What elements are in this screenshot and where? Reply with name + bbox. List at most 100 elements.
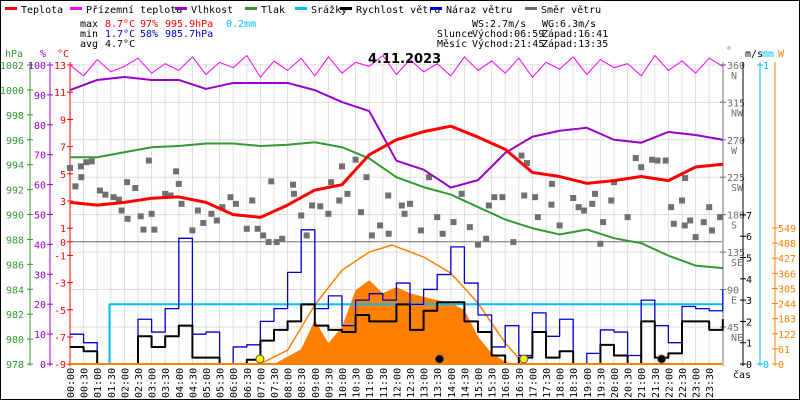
direction-tick-label: 315: [727, 98, 745, 109]
temperature-tick-label: -1: [54, 251, 66, 262]
x-tick-label: 01:30: [107, 368, 118, 398]
direction-compass-label: N: [731, 71, 737, 82]
solar-tick-label: 427: [778, 254, 796, 265]
sunset-time: Západ:16:41: [542, 28, 608, 40]
sunrise-time: Východ:06:59: [472, 28, 544, 40]
wind-direction-point: [352, 156, 359, 163]
wind-direction-point: [458, 190, 465, 197]
series-line-6: [70, 229, 724, 365]
x-tick-label: 03:00: [148, 368, 159, 398]
x-tick-label: 13:00: [420, 368, 431, 398]
wind-direction-point: [124, 179, 131, 186]
wind-direction-point: [151, 226, 158, 233]
moonrise-time: Východ:21:45: [472, 38, 544, 50]
wind-direction-point: [611, 179, 617, 186]
direction-tick-label: 360: [727, 61, 745, 72]
wind-direction-point: [483, 235, 490, 242]
wind-direction-point: [521, 192, 528, 199]
direction-tick-label: 270: [727, 136, 745, 147]
series-line-0: [69, 124, 723, 219]
x-tick-label: 13:30: [433, 368, 444, 398]
sun-label: Slunce: [437, 29, 473, 40]
x-tick-label: 07:30: [270, 368, 281, 398]
x-tick-label: 05:30: [216, 368, 227, 398]
wind-direction-point: [385, 230, 392, 237]
legend-swatch-6: [430, 7, 442, 10]
wind-direction-point: [260, 232, 267, 239]
x-tick-label: 16:00: [501, 368, 512, 398]
x-tick-label: 22:30: [678, 368, 689, 398]
wind-direction-point: [227, 194, 234, 201]
x-tick-label: 20:30: [624, 368, 635, 398]
rain-tick-label: 1: [763, 61, 769, 72]
x-tick-label: 11:00: [365, 368, 376, 398]
wind-direction-point: [178, 200, 185, 207]
wind-direction-point: [548, 201, 555, 208]
wind-direction-point: [137, 213, 144, 220]
wind-direction-point: [303, 232, 310, 239]
x-tick-label: 12:30: [406, 368, 417, 398]
wind-direction-point: [132, 185, 139, 192]
x-tick-label: 21:00: [637, 368, 648, 398]
x-tick-label: 22:00: [664, 368, 675, 398]
legend: Teplota Přízemní teplota Vlhkost Tlak Srážky…: [5, 4, 601, 16]
pressure-tick-label: 978: [6, 360, 24, 371]
wind-direction-point: [649, 156, 656, 163]
stat-min-press: 985.7hPa: [165, 29, 213, 40]
wind-direction-point: [450, 219, 457, 226]
humidity-tick-label: 60: [34, 181, 46, 192]
sunset-marker: [519, 354, 529, 364]
x-tick-label: 18:00: [556, 368, 567, 398]
wind-direction-point: [654, 157, 661, 164]
x-tick-label: 18:30: [569, 368, 580, 398]
x-tick-label: 19:30: [596, 368, 607, 398]
direction-compass-label: NW: [731, 108, 744, 119]
legend-label-6: Náraz větru: [446, 4, 512, 16]
wind-direction-point: [325, 210, 332, 217]
x-tick-label: 16:30: [515, 368, 526, 398]
wind-direction-point: [700, 219, 707, 226]
temperature-tick-label: 0: [60, 238, 66, 249]
x-tick-label: 06:30: [243, 368, 254, 398]
legend-label-1: Přízemní teplota: [86, 4, 182, 16]
wind-direction-point: [200, 219, 207, 226]
wind-direction-point: [600, 219, 607, 226]
wind-direction-point: [591, 190, 598, 197]
wind-direction-point: [556, 222, 563, 229]
x-tick-label: 04:30: [188, 368, 199, 398]
wind-direction-point: [317, 203, 324, 210]
wind-direction-point: [706, 204, 713, 211]
wind-tick-label: 6: [746, 232, 752, 243]
pressure-tick-label: 1002: [0, 61, 24, 72]
wind-direction-point: [466, 224, 473, 231]
humidity-tick-label: 30: [34, 270, 46, 281]
wind-tick-label: 1: [746, 339, 752, 350]
legend-label-4: Srážky: [311, 4, 347, 16]
solar-theoretical-line: [259, 244, 525, 365]
wind-direction-point: [67, 165, 73, 172]
wind-direction-point: [344, 190, 351, 197]
wind-direction-point: [682, 175, 689, 182]
wind-direction-point: [398, 202, 405, 209]
direction-tick-label: 135: [727, 248, 745, 259]
solar-tick-label: 549: [778, 224, 796, 235]
pressure-tick-label: 990: [6, 211, 24, 222]
direction-tick-label: 90: [727, 286, 739, 297]
direction-tick-label: 225: [727, 173, 745, 184]
direction-compass-label: SE: [731, 258, 743, 269]
stat-max-rain: 0.2mm: [226, 19, 256, 30]
wind-direction-point: [417, 227, 424, 234]
pressure-tick-label: 992: [6, 186, 24, 197]
wind-direction-point: [219, 204, 226, 211]
temperature-tick-label: -9: [54, 360, 66, 371]
solar-tick-label: 183: [778, 315, 796, 326]
legend-swatch-7: [525, 7, 537, 10]
legend-label-7: Směr větru: [541, 4, 601, 16]
x-tick-label: 04:00: [175, 368, 186, 398]
temperature-tick-label: 5: [60, 170, 66, 181]
legend-label-3: Tlak: [261, 5, 285, 16]
legend-label-2: Vlhkost: [191, 5, 233, 16]
direction-compass-label: W: [731, 146, 738, 157]
wind-direction-point: [377, 222, 384, 229]
series-line-2: [69, 75, 723, 189]
